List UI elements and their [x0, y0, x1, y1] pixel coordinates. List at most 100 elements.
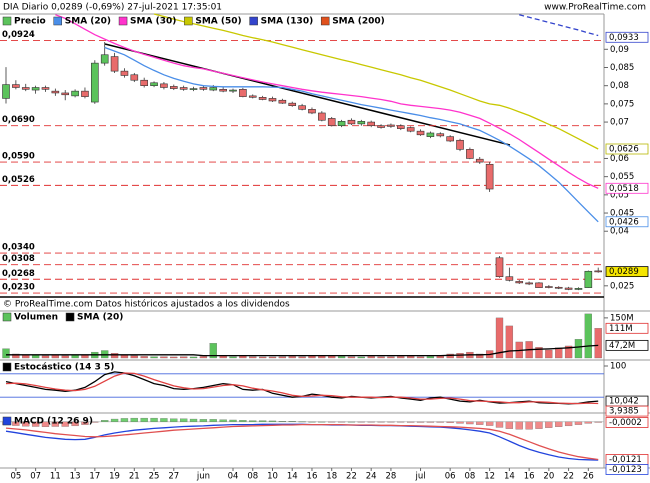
x-tick-label: jul — [414, 472, 425, 482]
bar — [22, 355, 30, 359]
legend-label: SMA (200) — [332, 17, 385, 27]
x-tick-label: 19 — [109, 472, 120, 482]
x-tick-label: 16 — [524, 472, 535, 482]
candle-body — [219, 89, 227, 92]
y-tick-label: 0,055 — [610, 172, 634, 182]
bar — [150, 417, 158, 422]
bar — [209, 419, 217, 422]
candle-body — [91, 62, 99, 103]
value-box — [605, 417, 649, 428]
x-tick-label: 06 — [445, 472, 456, 482]
bar — [249, 420, 257, 422]
candle-body — [41, 87, 50, 90]
value-label: 3,9385 — [609, 407, 639, 417]
bar — [298, 421, 306, 423]
value-box — [605, 266, 649, 278]
candle-body — [189, 88, 198, 90]
bar — [515, 421, 523, 430]
bar — [239, 420, 247, 422]
candle-body — [150, 82, 158, 86]
x-tick-label: 27 — [168, 472, 179, 482]
bar — [555, 347, 563, 359]
line-series — [5, 423, 599, 461]
bar — [407, 421, 415, 423]
legend-label: SMA (30) — [130, 17, 176, 27]
legend-swatch — [184, 16, 193, 26]
value-box — [605, 216, 649, 228]
bar — [180, 418, 188, 422]
bar — [535, 421, 543, 429]
bar — [170, 356, 178, 359]
candle-body — [298, 105, 306, 110]
candle-body — [258, 97, 267, 100]
bar — [199, 419, 208, 422]
candle-body — [564, 287, 573, 290]
bar — [61, 355, 69, 359]
value-label: 111M — [609, 324, 633, 334]
candle-body — [120, 70, 129, 76]
bar — [416, 356, 425, 359]
bar — [564, 345, 573, 359]
bar — [377, 421, 385, 423]
bar — [476, 421, 484, 425]
value-label: 10,042 — [609, 397, 639, 407]
bar — [229, 419, 237, 422]
candle-body — [31, 87, 40, 91]
bar — [160, 356, 168, 359]
bar — [12, 353, 20, 359]
bar — [535, 347, 543, 359]
y-tick-label: 0,04 — [610, 227, 629, 237]
bar — [436, 421, 444, 423]
x-tick-label: 10 — [267, 472, 278, 482]
candle-body — [347, 119, 356, 125]
bar — [278, 356, 287, 359]
bar — [555, 421, 563, 427]
bar — [189, 418, 198, 422]
candle-body — [387, 124, 395, 127]
bar — [525, 421, 533, 430]
bar — [288, 356, 296, 359]
candle-body — [199, 87, 208, 90]
bar — [594, 328, 602, 359]
bar — [12, 421, 20, 426]
y-tick-label: 150M — [610, 313, 634, 323]
candle-body — [229, 89, 237, 92]
bar — [31, 421, 40, 427]
x-tick-label: 26 — [583, 472, 594, 482]
bar — [308, 421, 316, 423]
value-box — [605, 464, 649, 475]
legend-label: SMA (20) — [77, 313, 123, 323]
legend-label: Precio — [14, 17, 46, 27]
value-label: 0,0289 — [609, 267, 639, 277]
bar — [367, 356, 375, 359]
bar — [22, 421, 30, 427]
bar — [505, 421, 514, 429]
candle-body — [357, 121, 366, 125]
legend-swatch — [65, 312, 75, 322]
candle-body — [318, 112, 326, 121]
x-tick-label: 22 — [563, 472, 574, 482]
x-tick-label: 28 — [386, 472, 397, 482]
value-label: 47,2M — [609, 341, 635, 351]
level-label: 0,0590 — [2, 152, 35, 162]
x-tick-label: 14 — [504, 472, 515, 482]
y-tick-label: 0,075 — [610, 99, 634, 109]
bar — [189, 356, 198, 359]
candle-body — [51, 90, 60, 94]
x-tick-label: 14 — [287, 472, 298, 482]
bar — [584, 421, 592, 424]
value-label: 0,0626 — [609, 144, 639, 154]
value-label: 0,0933 — [609, 33, 639, 43]
candle-body — [337, 121, 346, 127]
x-tick-label: 08 — [247, 472, 258, 482]
candle-body — [160, 83, 168, 88]
bar — [387, 421, 395, 423]
bar — [298, 356, 306, 359]
bar — [505, 325, 514, 359]
line-series — [6, 344, 599, 357]
value-box — [605, 339, 649, 351]
candle-body — [456, 139, 464, 150]
x-tick-label: 05 — [10, 472, 21, 482]
bar — [110, 353, 119, 359]
value-box — [605, 322, 649, 334]
